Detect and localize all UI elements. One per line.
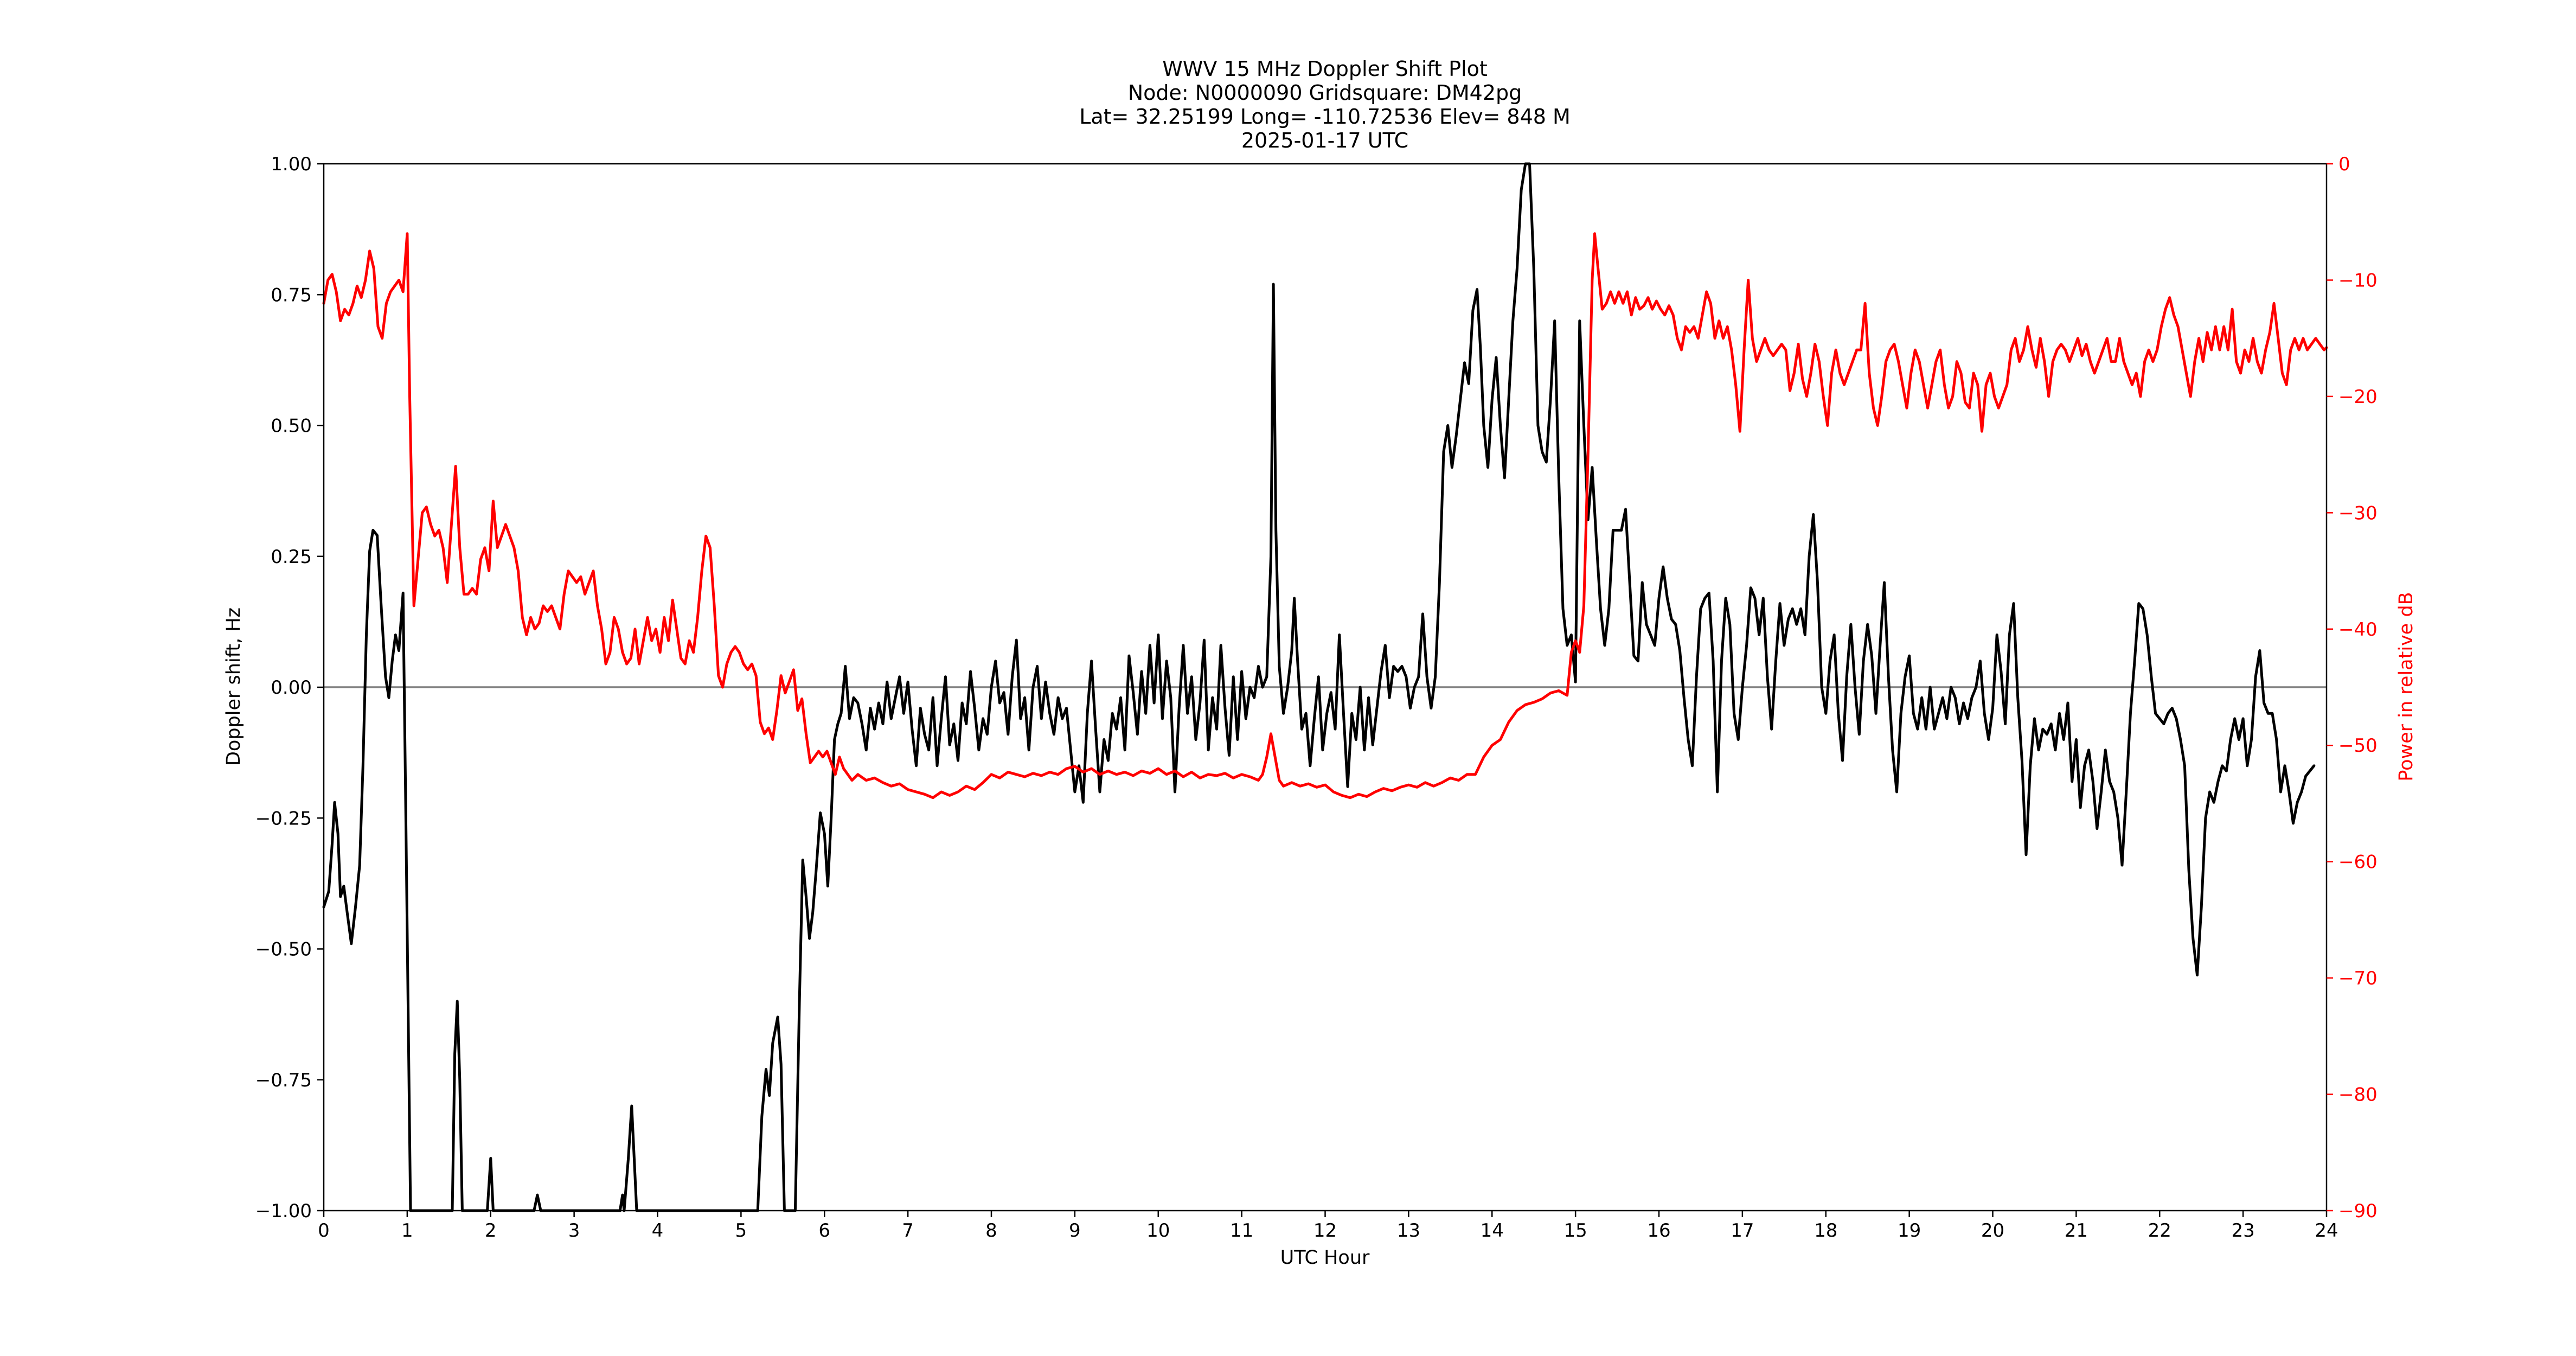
y-axis-left-label: Doppler shift, Hz (223, 607, 245, 766)
x-tick-label: 11 (1230, 1220, 1253, 1242)
y-axis-right: −90 −80 −70 −60 −50 −40 −30 −20 −10 0 (2327, 153, 2378, 1222)
y2-tick-label: −90 (2338, 1200, 2378, 1222)
x-tick-label: 0 (318, 1220, 330, 1242)
y-tick-label: 0.50 (271, 415, 312, 437)
x-tick-label: 13 (1397, 1220, 1420, 1242)
x-tick-label: 2 (485, 1220, 497, 1242)
y-tick-label: 1.00 (271, 153, 312, 175)
x-tick-label: 22 (2148, 1220, 2171, 1242)
x-tick-label: 24 (2315, 1220, 2338, 1242)
x-tick-label: 1 (401, 1220, 413, 1242)
x-tick-label: 8 (985, 1220, 997, 1242)
doppler-shift-series (322, 162, 2316, 1212)
x-axis: 0 1 2 3 4 5 6 7 8 9 10 11 12 13 14 15 16 17 18 19 20 21 22 23 24 (318, 1211, 2338, 1242)
x-tick-label: 9 (1069, 1220, 1081, 1242)
y2-tick-label: −30 (2338, 502, 2378, 524)
y-tick-label: 0.25 (271, 546, 312, 568)
y2-tick-label: 0 (2338, 153, 2350, 175)
y-axis-right-label: Power in relative dB (2395, 592, 2417, 781)
y2-tick-label: −40 (2338, 619, 2378, 641)
x-tick-label: 6 (818, 1220, 830, 1242)
y-tick-label: 0.75 (271, 284, 312, 306)
y2-tick-label: −20 (2338, 386, 2378, 408)
x-tick-label: 16 (1647, 1220, 1670, 1242)
x-tick-label: 21 (2065, 1220, 2088, 1242)
x-tick-label: 15 (1563, 1220, 1587, 1242)
x-tick-label: 19 (1898, 1220, 1921, 1242)
x-tick-label: 10 (1146, 1220, 1170, 1242)
plot-area (322, 162, 2328, 1212)
x-tick-label: 4 (652, 1220, 664, 1242)
y-axis-left: −1.00 −0.75 −0.50 −0.25 0.00 0.25 0.50 0.75 1.00 (255, 153, 324, 1222)
y-tick-label: −0.25 (255, 808, 312, 829)
x-tick-label: 7 (902, 1220, 914, 1242)
title-line-1: WWV 15 MHz Doppler Shift Plot (1162, 57, 1488, 81)
y-tick-label: 0.00 (271, 677, 312, 699)
x-tick-label: 23 (2231, 1220, 2254, 1242)
x-tick-label: 3 (568, 1220, 580, 1242)
chart-title: WWV 15 MHz Doppler Shift Plot Node: N000… (1079, 57, 1571, 152)
x-axis-label: UTC Hour (1280, 1247, 1370, 1269)
y-tick-label: −0.50 (255, 939, 312, 961)
x-tick-label: 17 (1731, 1220, 1754, 1242)
power-series (322, 232, 2328, 799)
title-line-4: 2025-01-17 UTC (1241, 129, 1408, 152)
y2-tick-label: −60 (2338, 852, 2378, 873)
title-line-3: Lat= 32.25199 Long= -110.72536 Elev= 848… (1079, 105, 1571, 129)
y-tick-label: −1.00 (255, 1200, 312, 1222)
x-tick-label: 14 (1481, 1220, 1504, 1242)
x-tick-label: 5 (735, 1220, 747, 1242)
y2-tick-label: −80 (2338, 1084, 2378, 1106)
x-tick-label: 20 (1981, 1220, 2004, 1242)
x-tick-label: 12 (1313, 1220, 1337, 1242)
y2-tick-label: −50 (2338, 735, 2378, 757)
y2-tick-label: −70 (2338, 968, 2378, 989)
x-tick-label: 18 (1814, 1220, 1837, 1242)
y2-tick-label: −10 (2338, 270, 2378, 291)
title-line-2: Node: N0000090 Gridsquare: DM42pg (1128, 81, 1522, 105)
y-tick-label: −0.75 (255, 1070, 312, 1091)
